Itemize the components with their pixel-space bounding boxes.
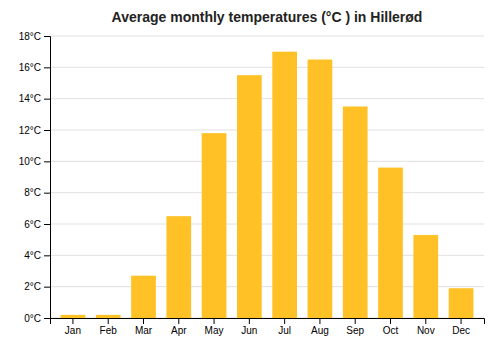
x-tick-label: Sep bbox=[346, 325, 364, 336]
y-tick: 6°C bbox=[24, 219, 50, 230]
x-tick-label: Nov bbox=[417, 325, 435, 336]
y-tick-mark bbox=[44, 161, 50, 162]
grid-line bbox=[50, 130, 484, 131]
grid-line bbox=[50, 224, 484, 225]
x-tick: Nov bbox=[417, 318, 435, 336]
y-tick-mark bbox=[44, 287, 50, 288]
y-tick: 4°C bbox=[24, 250, 50, 261]
bar bbox=[272, 52, 297, 318]
x-tick-label: May bbox=[205, 325, 224, 336]
bar bbox=[378, 168, 403, 318]
x-tick-mark bbox=[461, 318, 462, 324]
x-tick: Feb bbox=[100, 318, 118, 336]
x-tick-mark bbox=[390, 318, 391, 324]
bar bbox=[413, 235, 438, 318]
bar bbox=[237, 75, 262, 318]
y-tick: 0°C bbox=[24, 313, 50, 324]
y-tick: 10°C bbox=[19, 156, 50, 167]
y-tick-mark bbox=[44, 193, 50, 194]
x-tick-label: Jul bbox=[278, 325, 291, 336]
x-tick: Mar bbox=[135, 318, 153, 336]
x-tick-mark bbox=[425, 318, 426, 324]
chart: Jan Feb Mar Apr May Jun Jul Aug Sep Oct Nov Dec 0°C 2… bbox=[0, 0, 500, 350]
grid-line bbox=[50, 67, 484, 68]
grid-line bbox=[50, 161, 484, 162]
y-tick-label: 16°C bbox=[19, 62, 41, 73]
y-tick: 2°C bbox=[24, 281, 50, 292]
x-tick-label: Jan bbox=[65, 325, 81, 336]
y-tick-mark bbox=[44, 67, 50, 68]
x-axis-line bbox=[51, 319, 485, 325]
bar bbox=[96, 315, 121, 318]
y-tick-mark bbox=[44, 255, 50, 256]
y-tick-mark bbox=[44, 130, 50, 131]
y-tick: 18°C bbox=[19, 31, 50, 42]
y-tick-label: 12°C bbox=[19, 125, 41, 136]
grid-line bbox=[50, 192, 484, 193]
y-tick-label: 10°C bbox=[19, 156, 41, 167]
y-tick-label: 18°C bbox=[19, 31, 41, 42]
y-tick-mark bbox=[44, 36, 50, 37]
x-tick: Dec bbox=[452, 318, 470, 336]
x-tick-label: Dec bbox=[452, 325, 470, 336]
x-tick: Jul bbox=[278, 318, 291, 336]
grid bbox=[50, 36, 484, 318]
y-tick: 12°C bbox=[19, 125, 50, 136]
x-tick-label: Mar bbox=[135, 325, 153, 336]
x-axis: Jan Feb Mar Apr May Jun Jul Aug Sep Oct Nov Dec bbox=[51, 318, 485, 336]
y-tick: 8°C bbox=[24, 187, 50, 198]
bars bbox=[61, 52, 474, 318]
x-tick: Sep bbox=[346, 318, 364, 336]
x-tick: Apr bbox=[171, 318, 187, 336]
x-tick-mark bbox=[355, 318, 356, 324]
x-tick: Jan bbox=[65, 318, 81, 336]
title: Average monthly temperatures (°C ) in Hi… bbox=[112, 9, 423, 25]
bar bbox=[343, 107, 368, 319]
bar bbox=[131, 276, 156, 318]
x-tick-label: Feb bbox=[100, 325, 118, 336]
y-tick-label: 8°C bbox=[24, 187, 41, 198]
x-tick-mark bbox=[284, 318, 285, 324]
x-tick-mark bbox=[143, 318, 144, 324]
x-tick: Jun bbox=[241, 318, 257, 336]
x-tick-mark bbox=[108, 318, 109, 324]
y-tick-mark bbox=[44, 224, 50, 225]
plot: Jan Feb Mar Apr May Jun Jul Aug Sep Oct Nov Dec 0°C 2… bbox=[19, 31, 485, 336]
x-tick: May bbox=[205, 318, 224, 336]
y-tick-label: 4°C bbox=[24, 250, 41, 261]
x-tick-mark bbox=[72, 318, 73, 324]
bar bbox=[61, 315, 86, 318]
x-tick-label: Jun bbox=[241, 325, 257, 336]
y-tick-label: 2°C bbox=[24, 281, 41, 292]
bar bbox=[449, 288, 474, 318]
x-tick-label: Apr bbox=[171, 325, 187, 336]
x-tick-label: Oct bbox=[383, 325, 399, 336]
y-tick-mark bbox=[44, 318, 50, 319]
y-tick: 14°C bbox=[19, 93, 50, 104]
x-tick-mark bbox=[214, 318, 215, 324]
x-tick-label: Aug bbox=[311, 325, 329, 336]
y-tick-label: 14°C bbox=[19, 93, 41, 104]
x-tick-mark bbox=[319, 318, 320, 324]
bar bbox=[202, 133, 227, 318]
y-tick-mark bbox=[44, 99, 50, 100]
y-tick-label: 6°C bbox=[24, 219, 41, 230]
grid-line bbox=[50, 98, 484, 99]
grid-line bbox=[50, 36, 484, 37]
x-tick: Aug bbox=[311, 318, 329, 336]
bar bbox=[166, 216, 191, 318]
y-axis-line bbox=[44, 37, 51, 319]
bar bbox=[308, 60, 333, 319]
y-axis: 0°C 2°C 4°C 6°C 8°C 10°C 12°C 14°C 16°C 18°C bbox=[19, 31, 51, 324]
x-tick: Oct bbox=[383, 318, 399, 336]
y-tick: 16°C bbox=[19, 62, 50, 73]
x-tick-mark bbox=[249, 318, 250, 324]
y-tick-label: 0°C bbox=[24, 313, 41, 324]
x-tick-mark bbox=[178, 318, 179, 324]
